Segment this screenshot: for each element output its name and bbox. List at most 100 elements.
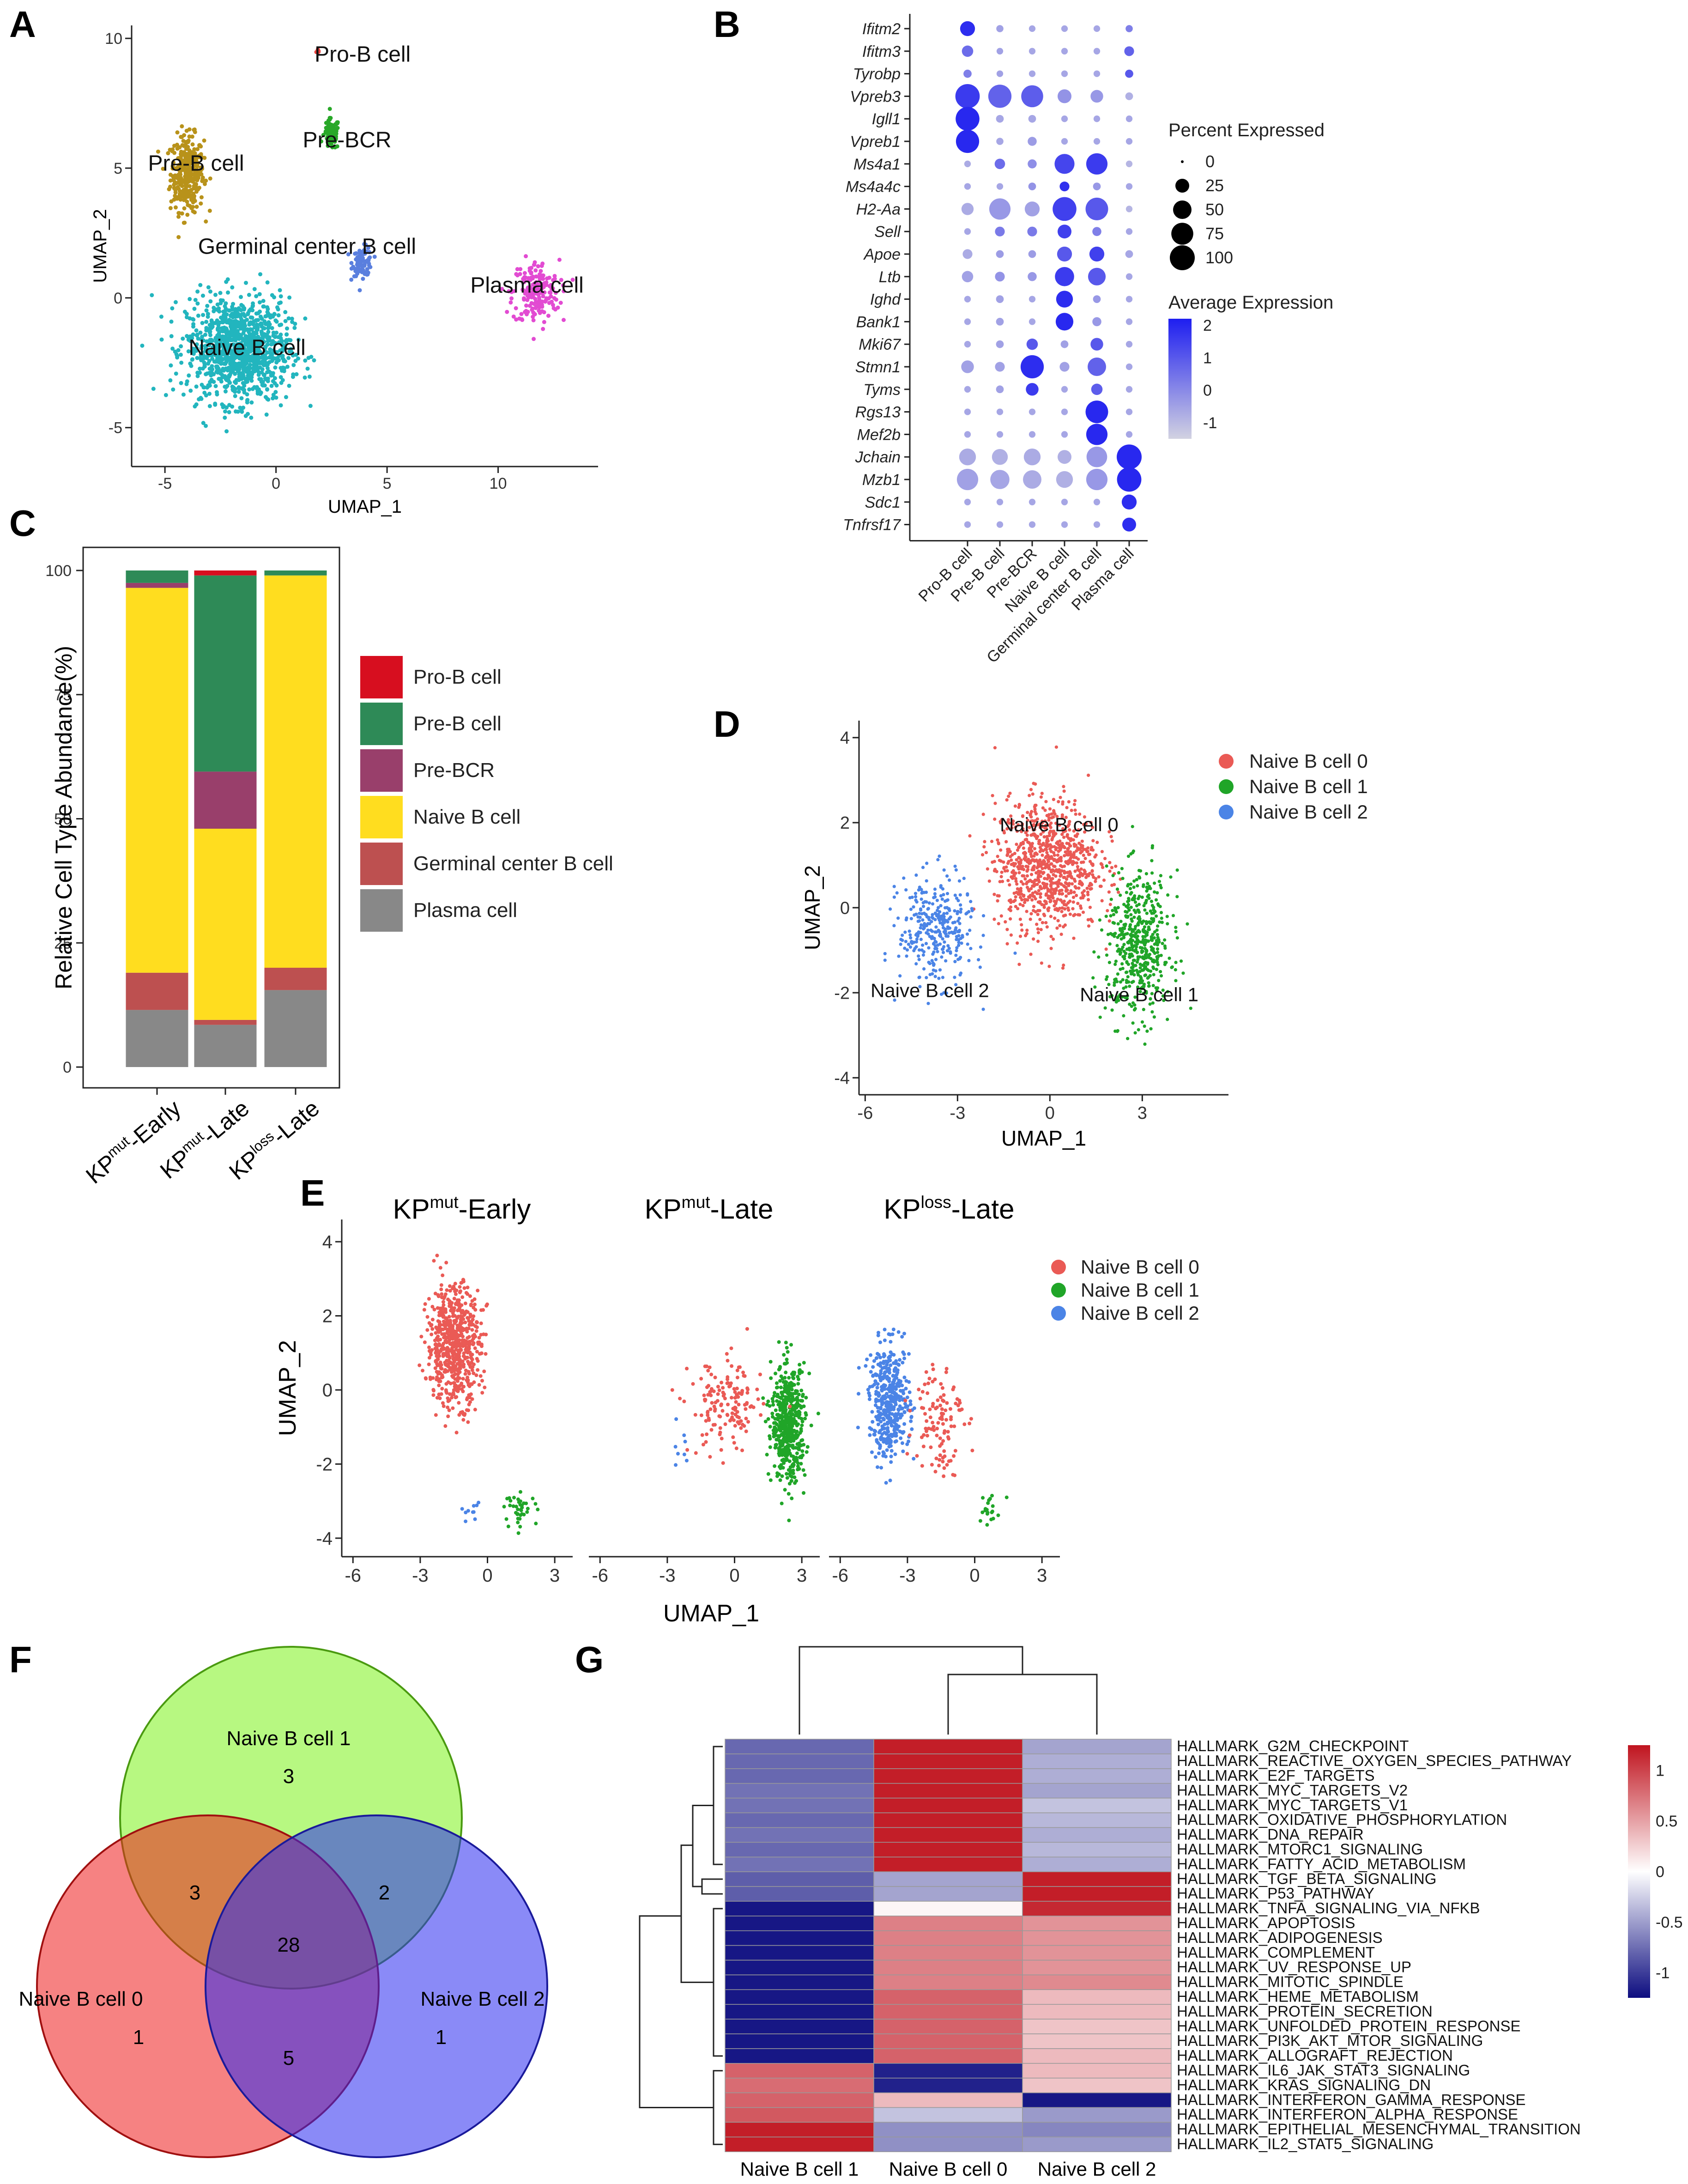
cell-point — [366, 246, 370, 250]
cell-point — [538, 286, 543, 291]
cell-point — [936, 858, 940, 861]
cell-point — [207, 371, 212, 376]
cell-point — [463, 1301, 467, 1305]
cell-point — [205, 303, 210, 308]
cell-point — [466, 1292, 470, 1296]
cell-point — [1131, 1021, 1135, 1025]
cell-point — [931, 952, 935, 956]
cell-point — [227, 308, 232, 313]
cell-point — [181, 336, 185, 341]
cell-point — [803, 1473, 807, 1477]
cell-point — [278, 403, 283, 407]
cell-point — [473, 1346, 477, 1350]
cell-point — [1000, 870, 1004, 874]
cell-point — [924, 912, 927, 916]
cell-point — [435, 1253, 439, 1257]
cell-point — [922, 967, 926, 971]
cell-point — [1130, 934, 1134, 938]
cell-point — [1041, 853, 1044, 857]
cell-point — [363, 262, 367, 267]
cell-point — [471, 1510, 475, 1514]
cell-point — [534, 274, 538, 279]
cell-point — [439, 1363, 443, 1367]
category-label-suffix: -Early — [123, 1095, 186, 1154]
expression-dot — [962, 249, 973, 259]
cell-point — [252, 287, 257, 291]
cell-point — [169, 319, 174, 324]
cell-point — [927, 922, 932, 926]
cell-point — [454, 1395, 459, 1399]
cell-point — [460, 1332, 464, 1336]
cell-point — [238, 315, 243, 320]
cell-point — [799, 1417, 804, 1421]
cell-point — [207, 208, 212, 213]
cell-point — [1155, 928, 1159, 932]
cell-point — [532, 260, 537, 265]
cell-point — [1016, 846, 1021, 849]
expression-dot — [988, 85, 1012, 108]
x-tick-label: 0 — [1045, 1104, 1055, 1123]
cell-point — [1113, 906, 1117, 910]
cell-point — [1145, 933, 1149, 937]
cell-point — [245, 398, 249, 403]
cell-point — [464, 1519, 468, 1523]
cell-point — [538, 269, 543, 273]
cell-point — [232, 380, 237, 384]
cell-point — [472, 1302, 477, 1306]
cell-point — [439, 1349, 443, 1353]
legend-swatch — [360, 703, 403, 745]
cell-point — [532, 284, 537, 289]
cell-point — [934, 969, 938, 973]
cell-point — [178, 352, 183, 357]
cell-point — [477, 1336, 481, 1340]
cell-point — [444, 1363, 448, 1367]
cell-point — [953, 976, 956, 979]
expression-dot — [996, 183, 1004, 190]
cell-point — [512, 1496, 516, 1500]
cell-point — [458, 1358, 462, 1362]
cell-point — [1039, 874, 1042, 878]
cell-point — [470, 1397, 474, 1401]
cell-point — [192, 168, 196, 172]
expression-dot — [1029, 431, 1036, 438]
cell-point — [466, 1286, 470, 1290]
cell-point — [1129, 913, 1133, 916]
cell-point — [1045, 925, 1049, 929]
cell-point — [1114, 864, 1118, 868]
cell-point — [439, 1287, 443, 1292]
cell-point — [525, 1510, 529, 1514]
cell-point — [957, 879, 962, 883]
cell-point — [892, 924, 896, 928]
cell-point — [1079, 906, 1083, 910]
expression-dot — [1027, 226, 1037, 237]
cell-point — [1045, 877, 1049, 881]
cell-point — [1150, 859, 1154, 862]
size-legend-label: 50 — [1205, 200, 1224, 219]
cell-point — [1110, 866, 1113, 869]
expression-dot — [1093, 138, 1101, 145]
cell-point — [999, 848, 1003, 852]
cell-point — [1143, 901, 1147, 905]
cell-point — [284, 326, 289, 331]
cell-point — [194, 176, 199, 181]
cell-point — [247, 387, 252, 392]
cell-point — [804, 1395, 808, 1400]
cell-point — [276, 313, 281, 318]
cell-point — [1143, 973, 1148, 977]
cell-point — [180, 152, 185, 157]
cell-point — [251, 303, 255, 308]
gene-label: Sell — [874, 223, 901, 241]
cell-point — [251, 366, 256, 371]
cell-point — [442, 1313, 446, 1317]
cell-point — [445, 1288, 449, 1292]
cell-point — [1010, 875, 1013, 879]
cell-point — [431, 1388, 436, 1392]
cell-point — [188, 388, 193, 393]
expression-dot — [1125, 318, 1133, 325]
cell-point — [1010, 870, 1014, 874]
cell-point — [1037, 880, 1041, 884]
cell-point — [1107, 961, 1111, 965]
cell-point — [267, 322, 272, 327]
cell-point — [1080, 839, 1084, 843]
cluster-label: Naive B cell 1 — [1080, 984, 1198, 1006]
